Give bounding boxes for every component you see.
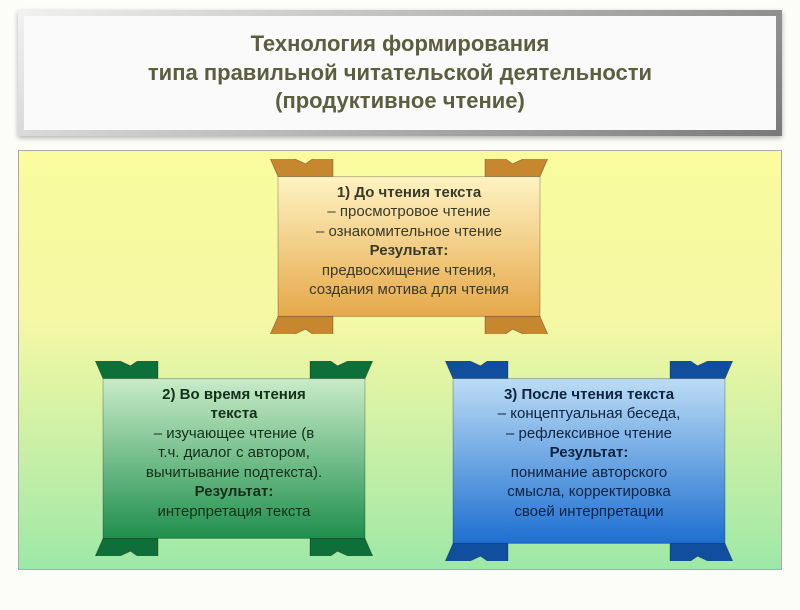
diagram-canvas: 1) До чтения текста – просмотровое чтение…	[18, 150, 782, 570]
ribbon-card-1: 1) До чтения текста – просмотровое чтение…	[264, 159, 554, 334]
header-line-3: (продуктивное чтение)	[275, 88, 525, 113]
card-1-line-0: – просмотровое чтение	[327, 203, 490, 220]
ribbon-card-3: 3) После чтения текста – концептуальная б…	[439, 361, 739, 561]
card-3-line-1: – рефлексивное чтение	[506, 424, 672, 441]
card-2-result-label: Результат:	[195, 483, 274, 500]
card-2-line-2: вычитывание подтекста).	[146, 463, 322, 480]
card-3-result-2: своей интерпретации	[514, 502, 663, 519]
card-1-title: 1) До чтения текста	[337, 183, 481, 200]
card-1-result-label: Результат:	[370, 242, 449, 259]
card-2-line-1: т.ч. диалог с автором,	[158, 444, 310, 461]
card-1-line-1: – ознакомительное чтение	[316, 222, 502, 239]
card-3-result-0: понимание авторского	[511, 463, 667, 480]
card-2-result-0: интерпретация текста	[158, 502, 311, 519]
header-panel: Технология формирования типа правильной …	[18, 10, 782, 136]
header-line-2: типа правильной читательской деятельност…	[148, 60, 652, 85]
card-1-result-1: создания мотива для чтения	[309, 281, 509, 298]
card-2-line-0: – изучающее чтение (в	[154, 424, 315, 441]
card-2-title2: текста	[210, 405, 257, 422]
card-3-result-1: смысла, корректировка	[507, 483, 671, 500]
card-2-title: 2) Во время чтения	[162, 385, 306, 402]
card-3-line-0: – концептуальная беседа,	[498, 405, 681, 422]
header-line-1: Технология формирования	[251, 31, 550, 56]
card-3-title: 3) После чтения текста	[504, 385, 674, 402]
card-1-result-0: предвосхищение чтения,	[322, 261, 496, 278]
card-3-result-label: Результат:	[550, 444, 629, 461]
ribbon-card-2: 2) Во время чтения текста – изучающее чтен…	[89, 361, 379, 556]
